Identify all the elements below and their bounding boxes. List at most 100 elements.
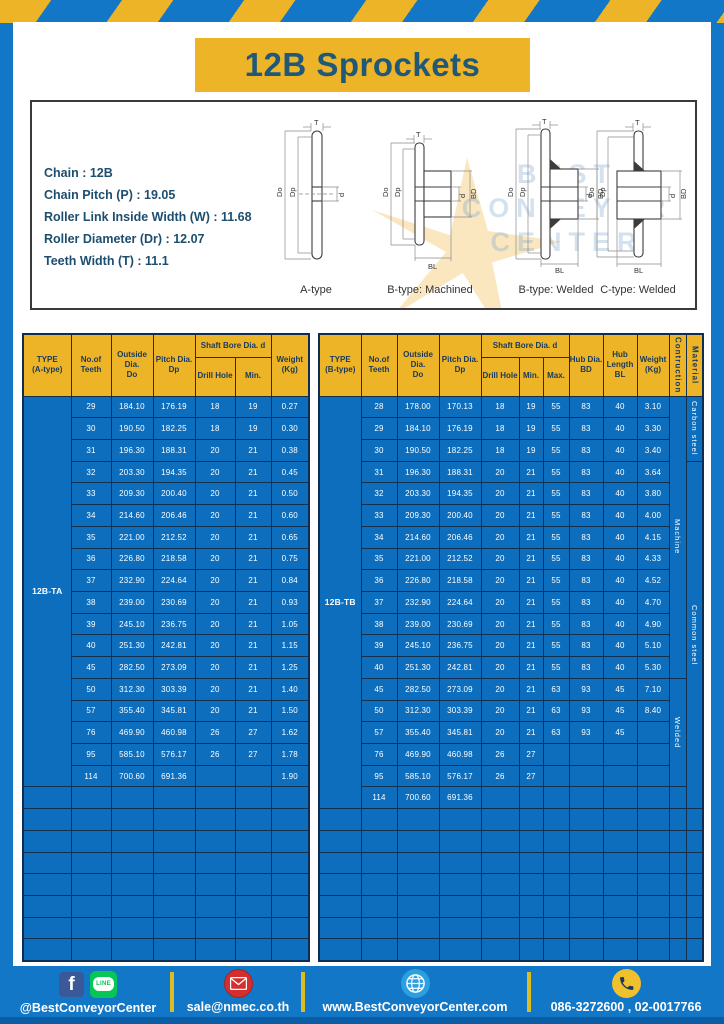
table-cell <box>110 938 154 962</box>
drawing-label: B-type: Machined <box>387 284 473 296</box>
spec-line: Chain Pitch (P) : 19.05 <box>44 188 176 202</box>
table-cell: 20 <box>480 547 520 571</box>
table-cell <box>194 916 236 940</box>
table-cell: 20 <box>480 482 520 506</box>
table-cell: 212.52 <box>152 525 196 549</box>
table-row: 33 209.30 200.40 20 21 55 83 40 4.00 <box>319 504 703 527</box>
website-url[interactable]: www.BestConveyorCenter.com <box>322 1000 508 1014</box>
table-cell: 83 <box>568 417 604 440</box>
table-row: 31 196.30 188.31 20 21 55 83 40 3.64 Common steel <box>319 460 704 810</box>
table-cell: 55 <box>542 634 570 658</box>
table-cell: 576.17 <box>152 743 196 766</box>
table-cell: 19 <box>518 438 544 462</box>
table-a-body: 12B-TA 29 184.10 176.19 18 19 0.27 30 190.50 182.… <box>22 395 310 962</box>
sprocket-table-b: TYPE (B-type) No.of Teeth Outside Dia. D… <box>318 333 705 962</box>
globe-icon[interactable] <box>400 969 430 998</box>
table-cell <box>110 808 154 831</box>
footer-bottom-strip <box>0 1017 724 1024</box>
svg-text:Do: Do <box>275 187 284 197</box>
table-cell: 469.90 <box>396 743 440 766</box>
table-cell <box>568 851 604 875</box>
table-cell: 236.75 <box>438 634 482 658</box>
table-cell <box>568 829 604 853</box>
table-row: 57 355.40 345.81 20 21 63 93 45 <box>319 721 703 744</box>
table-cell: 4.90 <box>636 612 670 636</box>
table-cell: 55 <box>542 612 570 636</box>
social-handle[interactable]: @BestConveyorCenter <box>19 1001 157 1015</box>
table-cell <box>270 786 310 810</box>
table-cell: 0.84 <box>270 569 310 592</box>
mail-icon[interactable] <box>223 969 253 998</box>
table-cell <box>518 873 544 897</box>
table-cell <box>685 938 704 962</box>
table-cell <box>542 829 570 853</box>
table-cell <box>70 808 112 831</box>
email-address[interactable]: sale@nmec.co.th <box>186 1000 290 1014</box>
page-title: 12B Sprockets <box>244 46 481 83</box>
table-row: 32 203.30 194.35 20 21 0.45 <box>23 460 310 484</box>
table-empty-row <box>318 895 704 918</box>
table-row: 36 226.80 218.58 20 21 55 83 40 4.52 <box>319 569 703 592</box>
table-cell: 38 <box>70 590 112 614</box>
table-cell: 182.25 <box>152 417 196 440</box>
footer-website-group: www.BestConveyorCenter.com <box>310 969 520 1014</box>
facebook-icon[interactable]: f <box>59 971 84 997</box>
table-cell: 21 <box>518 634 544 658</box>
table-cell: 21 <box>518 547 544 571</box>
table-cell: 21 <box>518 525 544 549</box>
table-cell <box>360 895 398 918</box>
table-cell: 0.38 <box>270 438 310 462</box>
table-cell <box>518 829 544 853</box>
table-cell: 19 <box>234 417 272 440</box>
table-cell: 21 <box>518 460 544 484</box>
table-cell: 37 <box>70 569 112 592</box>
table-cell <box>685 895 704 918</box>
table-cell <box>438 808 482 831</box>
table-cell: 29 <box>360 417 398 440</box>
table-cell: 282.50 <box>110 656 154 679</box>
table-cell: 190.50 <box>110 417 154 440</box>
table-cell: 230.69 <box>152 590 196 614</box>
table-cell: 188.31 <box>438 460 482 484</box>
table-cell <box>110 851 154 875</box>
table-cell: 39 <box>360 634 398 658</box>
table-cell: 55 <box>542 482 570 506</box>
table-cell: 63 <box>542 721 570 744</box>
table-cell <box>480 808 520 831</box>
table-row: 38 239.00 230.69 20 21 0.93 <box>23 590 310 614</box>
sprocket-drawing-b-welded: T Do Dp d BD BL B-type: Welded <box>500 110 612 306</box>
footer-divider <box>301 972 305 1012</box>
line-icon[interactable]: LINE <box>90 970 117 998</box>
table-cell <box>70 829 112 853</box>
svg-text:T: T <box>314 118 319 127</box>
table-cell: 19 <box>518 417 544 440</box>
table-cell: 55 <box>542 460 570 484</box>
table-cell: Welded <box>668 677 687 788</box>
hazard-stripe-banner <box>0 0 724 23</box>
table-cell: 18 <box>194 395 236 419</box>
table-empty-row <box>22 851 310 875</box>
table-cell <box>568 916 604 940</box>
table-cell <box>70 786 112 810</box>
table-cell: 230.69 <box>438 612 482 636</box>
phone-icon[interactable] <box>611 969 641 998</box>
table-cell: 21 <box>234 677 272 701</box>
table-cell: 83 <box>568 547 604 571</box>
table-cell: 20 <box>480 504 520 527</box>
table-cell <box>110 895 154 918</box>
table-cell: 576.17 <box>438 764 482 788</box>
table-cell <box>70 916 112 940</box>
table-cell: 176.19 <box>152 395 196 419</box>
table-cell: 20 <box>480 460 520 484</box>
table-cell: 691.36 <box>438 786 482 810</box>
table-cell: 312.30 <box>110 677 154 701</box>
table-cell: 19 <box>234 395 272 419</box>
table-cell <box>110 916 154 940</box>
table-cell <box>194 808 236 831</box>
table-row: 95 585.10 576.17 26 27 <box>319 764 703 788</box>
spec-line: Roller Link Inside Width (W) : 11.68 <box>44 210 252 224</box>
table-cell <box>602 743 638 766</box>
table-cell: 21 <box>518 677 544 701</box>
table-cell: 57 <box>360 721 398 744</box>
watermark-logo-swoosh <box>372 157 562 308</box>
